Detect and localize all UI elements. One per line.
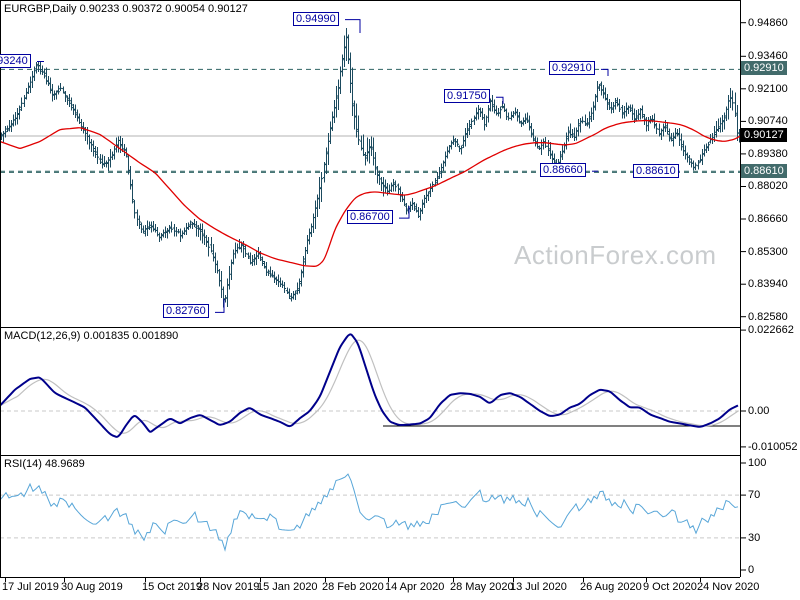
annotation-connector [496,96,504,104]
y-axis-tick: 70 [748,489,761,501]
price-annotation[interactable]: 0.88610 [633,164,679,178]
annotation-connector [601,68,609,76]
x-axis-label: 26 Aug 2020 [580,581,642,593]
y-axis-tick: 0.92100 [748,83,788,95]
price-annotation[interactable]: 0.91750 [444,89,490,103]
y-axis-tick: 0.82580 [748,311,788,323]
x-axis-label: 17 Jul 2019 [2,581,59,593]
x-axis-label: 13 Jul 2020 [510,581,567,593]
x-axis-label: 30 Aug 2019 [61,581,123,593]
x-axis-label: 28 Feb 2020 [322,581,384,593]
annotation-connector [215,299,225,313]
y-axis-price-tag: 0.90127 [741,128,787,142]
x-axis-label: 14 Apr 2020 [385,581,445,593]
annotation-connector [345,19,361,33]
symbol-ohlc-header: EURGBP,Daily 0.90233 0.90372 0.90054 0.9… [4,3,248,15]
macd-header: MACD(12,26,9) 0.001835 0.001890 [4,330,179,342]
price-annotation[interactable]: 0.94990 [293,12,339,26]
price-annotation[interactable]: 0.86700 [347,210,393,224]
macd-signal-line [0,339,739,434]
rsi-line [0,473,739,552]
x-axis-label: 15 Jan 2020 [257,581,318,593]
y-axis-tick: 0.00 [748,405,770,417]
price-annotation[interactable]: 0.92910 [549,61,595,75]
moving-average-line [0,119,741,267]
macd-main-line [0,333,739,438]
price-annotation[interactable]: 0.88660 [540,163,586,177]
watermark: ActionForex.com [514,240,717,270]
y-axis-tick: 0.86660 [748,213,788,225]
y-axis-tick: 0.83940 [748,278,788,290]
x-axis-label: 28 May 2020 [450,581,514,593]
y-axis-tick: 0.90740 [748,115,788,127]
y-axis-tick: 0.88020 [748,180,788,192]
y-axis-tick: 100 [748,457,767,469]
x-axis-label: 15 Oct 2019 [142,581,202,593]
x-axis-label: 28 Nov 2019 [197,581,260,593]
price-annotation[interactable]: 0.82760 [163,304,209,318]
price-annotation[interactable]: 0.93240 [0,54,31,68]
y-axis-price-tag: 0.92910 [741,61,787,75]
y-axis-tick: 0.022662 [748,324,794,336]
y-axis-tick: 0.93460 [748,50,788,62]
y-axis-tick: 0.89380 [748,148,788,160]
annotation-connector [399,206,410,219]
y-axis-tick: 30 [748,532,761,544]
y-axis-tick: 0.85300 [748,246,788,258]
y-axis-price-tag: 0.88610 [741,164,787,178]
y-axis-tick: 0 [748,564,755,576]
x-axis-label: 24 Nov 2020 [697,581,760,593]
rsi-header: RSI(14) 48.9689 [4,458,85,470]
x-axis-label: 9 Oct 2020 [643,581,697,593]
y-axis-tick: 0.94860 [748,17,788,29]
y-axis-tick: -0.010052 [748,441,798,453]
